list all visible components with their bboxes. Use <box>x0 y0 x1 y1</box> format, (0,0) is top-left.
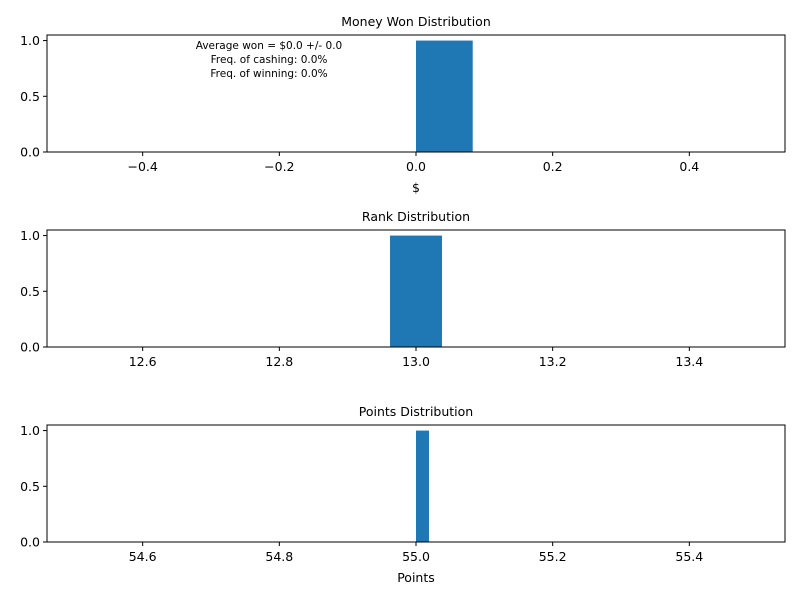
rank-x-tick-label: 13.2 <box>539 354 567 369</box>
rank-x-tick-label: 13.0 <box>402 354 430 369</box>
points-y-tick-label: 1.0 <box>20 423 40 438</box>
points-x-tick-label: 55.4 <box>675 549 703 564</box>
rank-x-tick-label: 12.8 <box>265 354 293 369</box>
money-won-title: Money Won Distribution <box>341 14 491 29</box>
points-bar <box>416 430 429 542</box>
points-title: Points Distribution <box>359 404 473 419</box>
points-panel: Points Distribution 54.6 54.8 55.0 55.2 55.4 0… <box>20 404 786 585</box>
points-x-axis-label: Points <box>397 570 435 585</box>
money-won-bar <box>416 40 473 153</box>
money-won-x-tick-label: −0.4 <box>127 159 157 174</box>
points-x-tick-label: 55.0 <box>402 549 430 564</box>
rank-x-tick-label: 13.4 <box>675 354 703 369</box>
points-x-tick-label: 54.6 <box>129 549 157 564</box>
rank-y-tick-label: 1.0 <box>20 228 40 243</box>
money-won-y-tick-label: 0.0 <box>20 145 40 160</box>
money-won-annotation: Freq. of winning: 0.0% <box>210 68 327 80</box>
money-won-annotation: Average won = $0.0 +/- 0.0 <box>196 40 342 52</box>
rank-y-tick-label: 0.0 <box>20 340 40 355</box>
money-won-annotation: Freq. of cashing: 0.0% <box>211 54 328 66</box>
money-won-x-tick-label: 0.0 <box>406 159 426 174</box>
money-won-x-tick-label: 0.4 <box>679 159 699 174</box>
points-y-tick-label: 0.5 <box>20 479 40 494</box>
money-won-y-tick-label: 0.5 <box>20 89 40 104</box>
points-x-tick-label: 54.8 <box>265 549 293 564</box>
points-y-tick-label: 0.0 <box>20 535 40 550</box>
points-x-tick-label: 55.2 <box>539 549 567 564</box>
money-won-x-tick-label: −0.2 <box>264 159 294 174</box>
rank-y-tick-label: 0.5 <box>20 284 40 299</box>
money-won-y-tick-label: 1.0 <box>20 33 40 48</box>
rank-panel: Rank Distribution 12.6 12.8 13.0 13.2 13.4 0.0… <box>20 209 786 369</box>
rank-x-tick-label: 12.6 <box>129 354 157 369</box>
money-won-panel: Money Won Distribution −0.4 −0.2 0.0 0.2 0.4 0… <box>20 14 786 195</box>
rank-title: Rank Distribution <box>362 209 470 224</box>
money-won-x-tick-label: 0.2 <box>543 159 563 174</box>
money-won-x-axis-label: $ <box>412 180 420 195</box>
rank-bar <box>390 235 442 347</box>
